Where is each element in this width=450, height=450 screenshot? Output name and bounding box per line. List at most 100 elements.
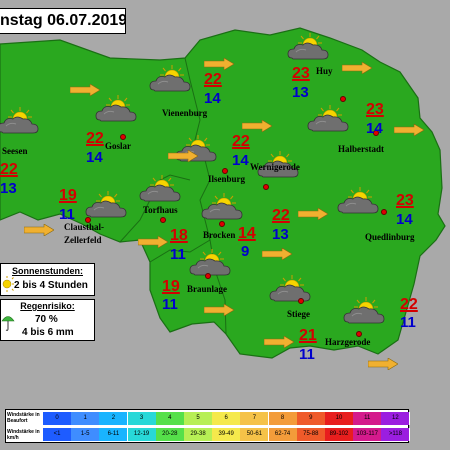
min-temperature: 13 — [292, 84, 309, 101]
city-name: Zellerfeld — [64, 235, 102, 245]
umbrella-icon — [1, 316, 15, 331]
city-name: Halberstadt — [338, 144, 384, 154]
partly-cloudy-icon — [139, 175, 181, 202]
max-temperature: 22 — [272, 207, 290, 224]
wind-beaufort-cell: 7 — [240, 412, 270, 425]
max-temperature: 23 — [366, 101, 384, 118]
max-temperature: 19 — [59, 187, 77, 204]
partly-cloudy-icon — [85, 191, 127, 218]
wind-beaufort-cell: 6 — [212, 412, 242, 425]
wind-beaufort-cell: 5 — [184, 412, 213, 425]
min-temperature: 14 — [232, 152, 249, 169]
wind-kmh-cell: 89-102 — [325, 428, 354, 441]
wind-arrow-icon — [342, 62, 372, 74]
city-name: Harzgerode — [325, 337, 371, 347]
wind-beaufort-cell: 8 — [268, 412, 298, 425]
wind-beaufort-cell: 1 — [71, 412, 101, 425]
wind-kmh-cell: 39-49 — [212, 428, 242, 441]
wind-arrow-icon — [168, 150, 198, 162]
wind-arrow-icon — [298, 208, 328, 220]
wind-kmh-label: Windstärke in km/h — [7, 429, 40, 441]
partly-cloudy-icon — [287, 33, 329, 60]
partly-cloudy-icon — [307, 105, 349, 132]
city-marker — [298, 298, 304, 304]
sun-icon — [2, 276, 14, 292]
wind-kmh-cell: 1-5 — [71, 428, 101, 441]
max-temperature: 23 — [396, 192, 414, 209]
min-temperature: 14 — [396, 211, 413, 228]
city-name: Vienenburg — [162, 108, 208, 118]
max-temperature: 21 — [299, 327, 317, 344]
wind-beaufort-cell: 11 — [353, 412, 383, 425]
wind-arrow-icon — [242, 120, 272, 132]
min-temperature: 11 — [162, 296, 178, 313]
city-marker — [356, 331, 362, 337]
city-marker — [85, 217, 91, 223]
city-name: Clausthal- — [64, 222, 105, 232]
min-temperature: 14 — [204, 90, 221, 107]
wind-beaufort-cell: 9 — [296, 412, 326, 425]
max-temperature: 19 — [162, 278, 180, 295]
rain-title: Regenrisiko: — [20, 301, 75, 311]
wind-arrow-icon — [24, 224, 54, 236]
max-temperature: 22 — [400, 296, 418, 313]
city-name: Wernigerode — [250, 162, 300, 172]
min-temperature: 11 — [299, 346, 315, 363]
rain-amount: 4 bis 6 mm — [22, 327, 74, 338]
sunshine-title: Sonnenstunden: — [12, 266, 83, 276]
wind-kmh-cell: 20-28 — [155, 428, 185, 441]
city-name: Brocken — [203, 230, 236, 240]
wind-beaufort-cell: 2 — [99, 412, 129, 425]
max-temperature: 18 — [170, 227, 188, 244]
wind-scale-table: Windstärke in Beaufort Windstärke in km/… — [5, 409, 411, 443]
min-temperature: 11 — [400, 314, 416, 331]
partly-cloudy-icon — [201, 193, 243, 220]
wind-kmh-cell: 103-117 — [353, 428, 383, 441]
max-temperature: 22 — [232, 133, 250, 150]
wind-beaufort-label: Windstärke in Beaufort — [7, 412, 40, 424]
wind-beaufort-cell: 3 — [127, 412, 157, 425]
partly-cloudy-icon — [343, 297, 385, 324]
partly-cloudy-icon — [337, 187, 379, 214]
wind-beaufort-cell: 10 — [325, 412, 354, 425]
partly-cloudy-icon — [269, 275, 311, 302]
max-temperature: 22 — [204, 71, 222, 88]
min-temperature: 11 — [59, 206, 75, 223]
partly-cloudy-icon — [189, 249, 231, 276]
sunshine-value: 2 bis 4 Stunden — [14, 280, 88, 291]
city-marker — [381, 209, 387, 215]
city-marker — [205, 273, 211, 279]
city-name: Braunlage — [187, 284, 228, 294]
wind-kmh-cell: 29-38 — [184, 428, 213, 441]
city-name: Seesen — [2, 146, 28, 156]
district-border-2 — [149, 239, 211, 263]
wind-arrow-icon — [368, 358, 398, 370]
min-temperature: 14 — [86, 149, 103, 166]
wind-arrow-icon — [262, 248, 292, 260]
sunshine-legend: Sonnenstunden: 2 bis 4 Stunden — [0, 263, 95, 296]
partly-cloudy-icon — [0, 107, 39, 134]
wind-kmh-cell: <1 — [43, 428, 72, 441]
max-temperature: 14 — [238, 225, 256, 242]
max-temperature: 22 — [0, 161, 18, 178]
city-marker — [263, 184, 269, 190]
wind-arrow-icon — [394, 124, 424, 136]
city-name: Goslar — [105, 141, 131, 151]
wind-arrow-icon — [138, 236, 168, 248]
city-marker — [120, 134, 126, 140]
partly-cloudy-icon — [257, 151, 299, 178]
city-name: Ilsenburg — [208, 174, 246, 184]
page-title: nstag 06.07.2019 — [0, 8, 126, 34]
wind-arrow-icon — [70, 84, 100, 96]
city-marker — [373, 130, 379, 136]
city-name: Torfhaus — [143, 205, 178, 215]
min-temperature: 14 — [366, 120, 383, 137]
partly-cloudy-icon — [149, 65, 191, 92]
partly-cloudy-icon — [95, 95, 137, 122]
min-temperature: 9 — [241, 243, 250, 260]
wind-kmh-cell: 75-88 — [296, 428, 326, 441]
wind-beaufort-cell: 0 — [43, 412, 72, 425]
wind-beaufort-cell: 12 — [381, 412, 411, 425]
wind-arrow-icon — [204, 58, 234, 70]
city-name: Stiege — [287, 309, 310, 319]
